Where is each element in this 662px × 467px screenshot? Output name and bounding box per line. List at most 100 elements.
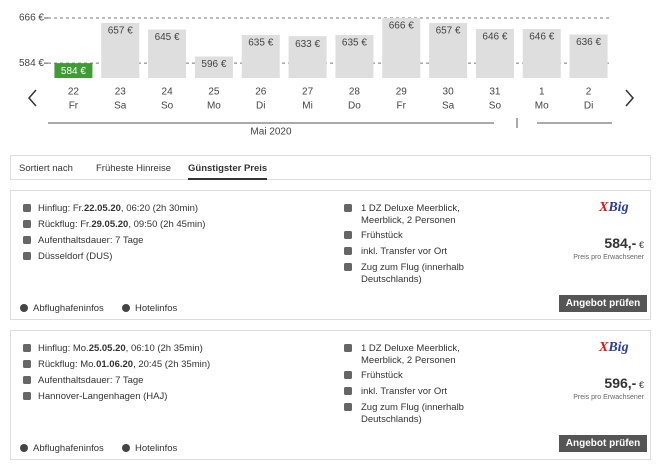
bar[interactable] [429, 22, 468, 78]
info-text: Rückflug: Mo. [38, 359, 97, 370]
icon [344, 387, 352, 395]
bar-label: 636 € [576, 37, 601, 48]
info-text: 25.05.20 [88, 343, 126, 354]
month-label: Mai 2020 [250, 127, 292, 138]
price-note: Preis pro Erwachsener [573, 254, 644, 261]
weekday-label: Do [348, 101, 361, 112]
price-chart: Mai 2020 666 € 584 € 584 € 22 Fr 657 € 23 Sa 645… [19, 13, 634, 138]
info-text: 22.05.20 [83, 203, 121, 214]
price-value: 596,- [604, 375, 637, 391]
weekday-label: Fr [69, 101, 79, 112]
bar[interactable] [522, 29, 561, 78]
bar-label: 646 € [529, 32, 554, 43]
icon [344, 403, 352, 411]
price-currency: € [638, 380, 644, 390]
bar-label: 596 € [201, 59, 226, 70]
sort-tab-active[interactable]: Günstigster Preis [188, 163, 268, 180]
offer-card: Hinflug: Fr.22.05.20, 06:20 (2h 30min) Rü… [10, 190, 651, 320]
offer-button[interactable]: Angebot prüfen [559, 295, 647, 312]
hotel-info: Frühstück [361, 370, 403, 381]
icon [344, 204, 352, 212]
sort-tab[interactable]: Früheste Hinreise [96, 163, 171, 174]
price-value: 584,- [604, 235, 637, 251]
icon [23, 220, 31, 228]
logo-mark: X [599, 200, 609, 215]
day-label: 25 [208, 87, 220, 98]
info-text: Hannover-Langenhagen (HAJ) [38, 391, 168, 402]
icon [344, 371, 352, 379]
info-line: Hinflug: Mo.25.05.20, 06:10 (2h 35min) [38, 343, 203, 354]
info-text: 29.05.20 [91, 219, 129, 230]
icon [344, 247, 352, 255]
weekday-label: Fr [397, 101, 407, 112]
price: 596,- € [604, 375, 644, 391]
y-tick-label: 584 € [19, 58, 44, 69]
next-arrow[interactable] [625, 89, 634, 107]
hotel-info: 1 DZ Deluxe Meerblick, Meerblick, 2 Pers… [361, 203, 460, 226]
logo-mark: X [599, 340, 609, 355]
bar-label: 645 € [155, 32, 180, 43]
link[interactable]: Abflughafeninfos [33, 443, 104, 454]
info-text: Aufenthaltsdauer: 7 Tage [38, 375, 144, 386]
info-line: Aufenthaltsdauer: 7 Tage [38, 375, 143, 386]
day-label: 2 [586, 87, 592, 98]
bar-label: 657 € [436, 26, 461, 37]
info-text: Hinflug: Mo. [38, 343, 89, 354]
weekday-label: Mo [535, 101, 549, 112]
day-label: 24 [162, 87, 174, 98]
icon [23, 344, 31, 352]
offer-button[interactable]: Angebot prüfen [559, 435, 647, 452]
bar[interactable] [475, 29, 514, 78]
bar-label: 657 € [108, 26, 133, 37]
weekday-label: Di [584, 101, 593, 112]
link[interactable]: Hotelinfos [135, 443, 178, 454]
icon [344, 344, 352, 352]
info-text: Düsseldorf (DUS) [38, 251, 113, 262]
info-text: , 20:45 (2h 35min) [133, 359, 211, 370]
bar-label: 635 € [342, 38, 367, 49]
operator-logo: XBig [599, 340, 629, 356]
bar-label: 646 € [482, 32, 507, 43]
bar[interactable] [335, 35, 374, 78]
bar[interactable] [194, 56, 233, 78]
price-note: Preis pro Erwachsener [573, 394, 644, 401]
bar-label: 635 € [248, 38, 273, 49]
info-text: , 09:50 (2h 45min) [128, 219, 206, 230]
bar[interactable] [569, 34, 608, 78]
day-label: 30 [443, 87, 455, 98]
bar[interactable] [288, 36, 327, 78]
weekday-label: Sa [442, 101, 455, 112]
logo-text: Big [608, 200, 629, 215]
bar[interactable] [101, 22, 140, 78]
bar[interactable] [148, 29, 187, 79]
hotel-info: Zug zum Flug (innerhalb Deutschlands) [361, 402, 464, 425]
day-label: 31 [489, 87, 501, 98]
weekday-label: Di [256, 101, 265, 112]
hotel-info: 1 DZ Deluxe Meerblick, Meerblick, 2 Pers… [361, 343, 460, 366]
logo-text: Big [608, 340, 629, 355]
icon [23, 252, 31, 260]
price-currency: € [638, 240, 644, 250]
weekday-label: Mo [207, 101, 221, 112]
link[interactable]: Hotelinfos [135, 303, 178, 314]
hotel-info: inkl. Transfer vor Ort [361, 246, 448, 257]
icon [122, 304, 130, 312]
weekday-label: Sa [114, 101, 127, 112]
info-text: , 06:20 (2h 30min) [120, 203, 199, 214]
sort-label: Sortiert nach [19, 163, 73, 174]
icon [23, 376, 31, 384]
prev-arrow[interactable] [28, 89, 37, 107]
info-line: Düsseldorf (DUS) [38, 251, 112, 262]
bar[interactable] [241, 35, 280, 78]
icon [122, 444, 130, 452]
bar-label: 633 € [295, 39, 320, 50]
hotel-info: Frühstück [361, 230, 403, 241]
icon [23, 204, 31, 212]
bar[interactable] [54, 63, 93, 78]
bar[interactable] [382, 18, 421, 78]
icon [23, 360, 31, 368]
link[interactable]: Abflughafeninfos [33, 303, 104, 314]
day-label: 28 [349, 87, 361, 98]
day-label: 22 [68, 87, 80, 98]
